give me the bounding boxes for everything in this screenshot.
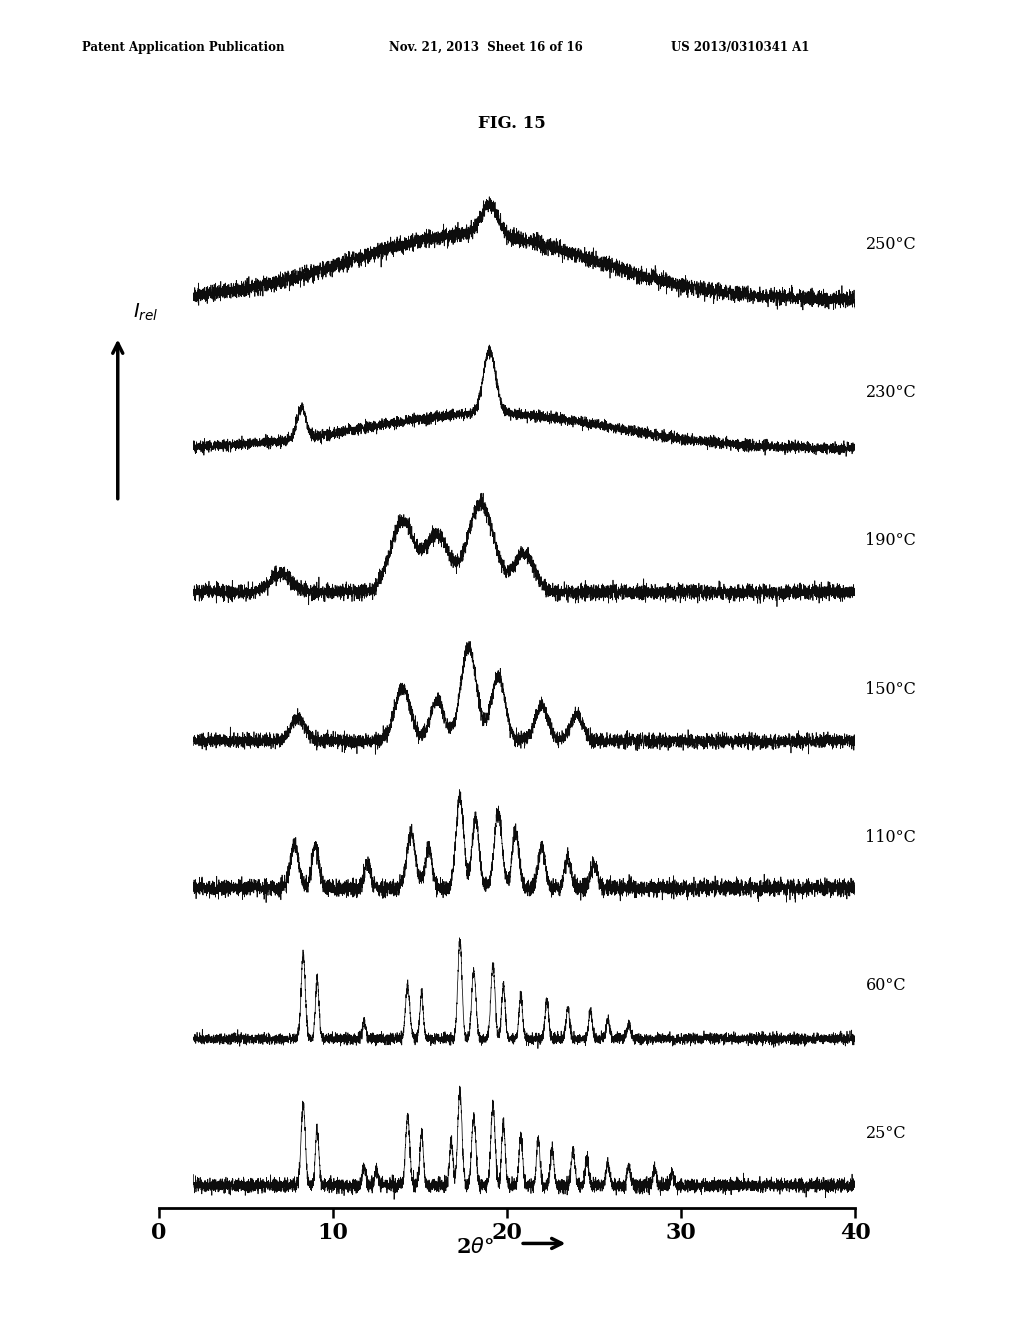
Text: 190°C: 190°C (865, 532, 916, 549)
Text: 150°C: 150°C (865, 681, 916, 697)
Text: 25°C: 25°C (865, 1125, 906, 1142)
Text: Nov. 21, 2013  Sheet 16 of 16: Nov. 21, 2013 Sheet 16 of 16 (389, 41, 583, 54)
Text: FIG. 15: FIG. 15 (478, 115, 546, 132)
Text: 2$\theta$°: 2$\theta$° (456, 1237, 494, 1257)
Text: 230°C: 230°C (865, 384, 916, 401)
Text: US 2013/0310341 A1: US 2013/0310341 A1 (671, 41, 809, 54)
Text: 250°C: 250°C (865, 236, 916, 253)
Text: $I_{rel}$: $I_{rel}$ (133, 302, 159, 323)
Text: Patent Application Publication: Patent Application Publication (82, 41, 285, 54)
Text: 60°C: 60°C (865, 977, 906, 994)
Text: 110°C: 110°C (865, 829, 916, 846)
